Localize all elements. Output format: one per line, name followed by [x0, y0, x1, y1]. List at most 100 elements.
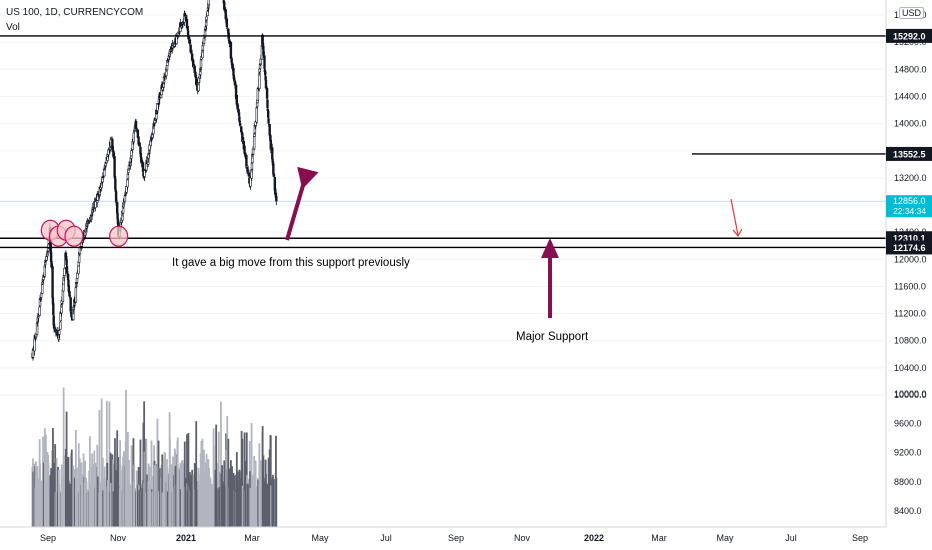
volume-bar	[177, 468, 180, 527]
volume-bar	[187, 432, 190, 527]
volume-bar	[43, 428, 46, 527]
price-tick-label: 10000.0	[894, 390, 927, 400]
major-support-text: Major Support	[516, 331, 589, 343]
volume-bar	[76, 492, 79, 527]
candle-body	[74, 287, 78, 303]
candle-body	[143, 170, 146, 177]
price-tick-label: 14000.0	[894, 119, 927, 129]
candle-body	[135, 127, 138, 130]
support-resistance-levels	[0, 35, 886, 249]
volume-bar	[125, 389, 127, 527]
time-tick-label: Sep	[40, 533, 56, 543]
volume-bar	[157, 440, 160, 527]
price-tick-label: 10800.0	[894, 336, 927, 346]
currency-selector[interactable]: USD	[898, 7, 924, 19]
volume-bar	[252, 475, 254, 527]
candle-body	[233, 81, 237, 85]
volume-bar	[213, 478, 216, 527]
volume-bar	[218, 487, 221, 527]
volume-bar	[73, 477, 76, 527]
volume-bar	[141, 488, 143, 527]
candle-body	[226, 27, 229, 29]
volume-bar	[220, 401, 222, 527]
volume-bar	[40, 480, 43, 527]
rebound-arrow-shaft	[285, 181, 306, 241]
candle-body	[161, 87, 164, 91]
volume-bar	[203, 449, 205, 527]
volume-bar	[183, 441, 186, 527]
volume-bar	[53, 480, 55, 527]
level-price-tag-text: 15292.0	[893, 31, 926, 41]
candle-body	[122, 201, 126, 205]
volume-label: Vol	[6, 22, 20, 33]
candle-body	[237, 109, 240, 113]
candle-body	[132, 132, 136, 143]
candle-body	[189, 51, 193, 54]
candle-body	[238, 116, 241, 122]
volume-bar	[257, 479, 260, 527]
volume-bar	[259, 460, 262, 527]
candle-body	[236, 103, 239, 110]
volume-bar	[200, 441, 203, 527]
volume-bar	[110, 482, 112, 527]
candle-body	[120, 219, 123, 223]
volume-bar	[104, 480, 107, 527]
time-tick-label: Jul	[785, 533, 797, 543]
price-tick-label: 11600.0	[894, 281, 926, 291]
volume-bar	[116, 430, 119, 527]
candle-body	[265, 87, 269, 99]
volume-bar	[239, 484, 242, 527]
volume-bar	[91, 488, 94, 527]
annotation-arrows	[285, 166, 743, 318]
volume-bar	[86, 489, 89, 527]
volume-bar	[246, 485, 249, 527]
candle-body	[111, 139, 114, 147]
time-tick-label: May	[716, 533, 734, 543]
volume-bar	[174, 466, 177, 527]
candle-body	[266, 99, 269, 109]
candle-body	[127, 169, 130, 174]
volume-bar	[236, 471, 239, 527]
volume-bar	[37, 478, 40, 527]
volume-bar	[156, 418, 159, 527]
volume-bar	[208, 467, 211, 527]
projection-arrow-head	[732, 228, 743, 238]
volume-bar	[148, 466, 151, 527]
volume-tick-label: 9200.0	[894, 448, 922, 458]
support-note-text: It gave a big move from this support pre…	[172, 257, 410, 269]
volume-bar	[190, 477, 192, 527]
volume-bar	[234, 489, 236, 527]
volume-bar	[108, 401, 111, 527]
volume-bar	[241, 485, 244, 527]
candle-body	[140, 159, 144, 163]
volume-bar	[102, 490, 105, 527]
volume-bar	[133, 464, 136, 527]
level-price-tag-text: 12174.6	[893, 243, 926, 253]
time-tick-label: Mar	[651, 533, 667, 543]
volume-bar	[125, 492, 128, 527]
time-tick-label: 2022	[584, 533, 604, 543]
support-touch-circle	[109, 225, 129, 247]
candle-body	[52, 323, 56, 329]
candle-body	[125, 185, 128, 193]
volume-bar	[223, 486, 226, 527]
candle-body	[255, 107, 258, 123]
volume-bar	[169, 485, 172, 527]
volume-bar	[45, 434, 47, 527]
candle-body	[61, 289, 65, 302]
volume-bar	[47, 491, 50, 527]
level-price-tag	[886, 28, 932, 43]
volume-bar	[169, 439, 171, 527]
volume-tick-label: 9600.0	[894, 418, 922, 428]
candle-body	[153, 120, 157, 124]
countdown-text: 22:34:34	[893, 206, 926, 216]
candle-body	[263, 55, 266, 69]
symbol-title: US 100, 1D, CURRENCYCOM	[6, 7, 144, 18]
volume-bar	[210, 484, 213, 527]
volume-bar	[70, 449, 73, 527]
candle-body	[130, 155, 133, 159]
volume-bar	[150, 440, 153, 527]
candle-body	[41, 284, 44, 294]
